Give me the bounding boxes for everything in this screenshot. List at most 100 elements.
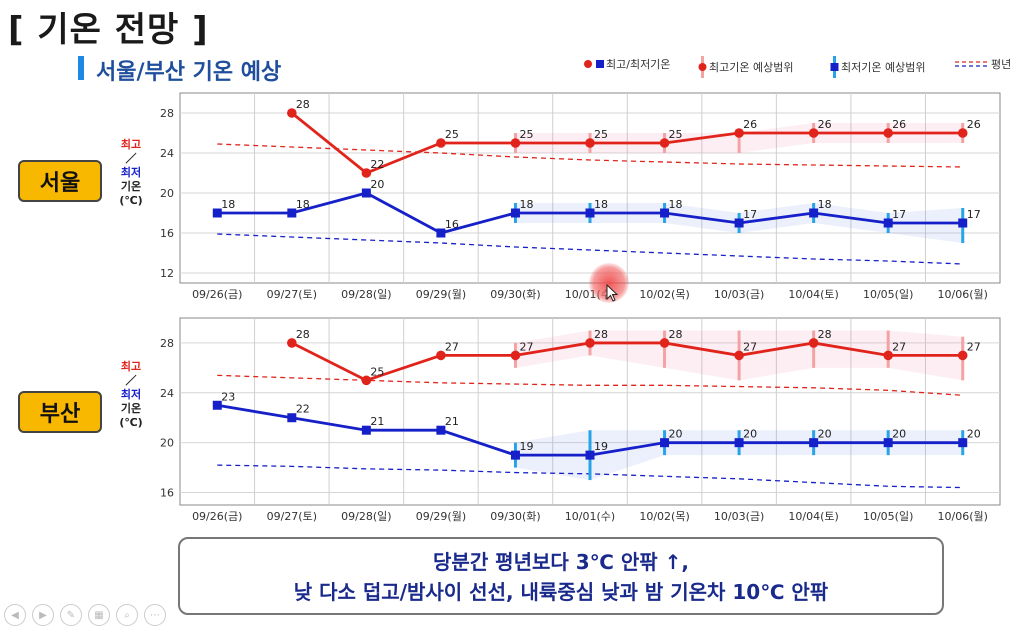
seoul-max-point	[659, 138, 670, 148]
busan-min-data-label: 21	[370, 415, 384, 428]
busan-x-tick-label: 10/06(월)	[938, 510, 988, 523]
seoul-min-point	[734, 218, 744, 228]
busan-y-tick-label: 20	[160, 437, 174, 450]
busan-max-point	[734, 350, 744, 361]
legend-max-range: 최고기온 예상범위	[697, 56, 793, 78]
busan-min-data-label: 20	[743, 428, 757, 441]
legend-maxmin-label: 최고/최저기온	[606, 58, 671, 71]
city-badge-seoul: 서울	[18, 160, 102, 202]
seoul-min-data-label: 18	[221, 198, 235, 211]
busan-min-data-label: 20	[818, 428, 832, 441]
busan-max-point	[361, 375, 372, 386]
seoul-min-data-label: 18	[669, 198, 683, 211]
seoul-max-point	[361, 168, 372, 178]
zoom-icon[interactable]: ⌕	[116, 604, 138, 626]
summary-line-1: 당분간 평년보다 3℃ 안팎 ↑,	[433, 550, 689, 574]
legend-maxmin: 최고/최저기온	[582, 56, 670, 72]
busan-max-point	[585, 338, 595, 348]
busan-max-data-label: 27	[519, 340, 533, 353]
busan-x-tick-label: 10/05(일)	[863, 509, 913, 523]
seoul-y-tick-label: 24	[160, 147, 174, 160]
seoul-min-point	[436, 228, 446, 238]
y-axis-label-busan: 최고 ／ 최저 기온 (℃)	[119, 360, 143, 429]
city-badge-busan: 부산	[18, 391, 102, 433]
more-options-icon[interactable]: ⋯	[144, 604, 166, 626]
seoul-min-point	[361, 188, 371, 198]
busan-x-tick-label: 09/27(토)	[267, 510, 317, 523]
legend-min-range: 최저기온 예상범위	[829, 56, 925, 78]
legend-min-range-label: 최저기온 예상범위	[841, 61, 926, 74]
seoul-min-data-label: 17	[743, 208, 757, 221]
seoul-x-tick-label: 10/02(목)	[639, 288, 689, 301]
seoul-y-tick-label: 12	[160, 267, 174, 280]
busan-min-point	[660, 438, 670, 448]
seoul-max-point	[287, 108, 297, 118]
busan-max-range-bar	[812, 330, 816, 368]
seoul-min-point	[883, 218, 893, 228]
legend-max-range-label: 최고기온 예상범위	[709, 61, 794, 74]
seoul-y-tick-label: 20	[160, 187, 174, 200]
busan-x-tick-label: 10/01(수)	[565, 510, 615, 523]
busan-max-data-label: 27	[743, 340, 757, 353]
busan-min-data-label: 20	[967, 428, 981, 441]
seoul-max-point	[883, 128, 893, 138]
busan-max-point	[659, 338, 670, 348]
seoul-min-data-label: 18	[818, 198, 832, 211]
seoul-normal-min-line	[217, 233, 963, 265]
seoul-max-data-label: 28	[296, 98, 310, 111]
maxmin-marker-icon	[584, 60, 604, 68]
busan-min-point	[212, 400, 222, 410]
seoul-max-data-label: 26	[743, 118, 757, 131]
busan-min-point	[436, 425, 446, 435]
seoul-min-point	[958, 218, 968, 228]
seoul-x-tick-label: 09/28(일)	[341, 287, 391, 301]
busan-max-point	[808, 338, 819, 348]
seoul-min-data-label: 16	[445, 218, 459, 231]
seoul-y-tick-label: 28	[160, 107, 174, 120]
busan-max-data-label: 28	[669, 328, 683, 341]
seoul-min-data-label: 20	[370, 178, 384, 191]
normal-dashed-icon	[955, 61, 989, 67]
seoul-min-data-label: 18	[296, 198, 310, 211]
slides-grid-icon[interactable]: ▦	[88, 604, 110, 626]
busan-y-tick-label: 24	[160, 387, 174, 400]
busan-normal-max-line	[217, 374, 963, 396]
seoul-x-tick-label: 09/30(화)	[490, 288, 540, 301]
legend-normal-label: 평년	[991, 58, 1012, 71]
busan-max-data-label: 27	[967, 340, 981, 353]
busan-min-point	[585, 450, 595, 460]
seoul-max-point	[585, 138, 595, 148]
seoul-max-range-bar	[737, 133, 741, 153]
pen-icon[interactable]: ✎	[60, 604, 82, 626]
busan-max-point	[287, 338, 297, 348]
busan-max-range-bar	[663, 330, 667, 368]
max-range-marker-icon	[698, 56, 707, 78]
busan-max-point	[957, 350, 968, 361]
busan-min-data-label: 19	[519, 440, 533, 453]
seoul-max-data-label: 26	[818, 118, 832, 131]
busan-max-data-label: 28	[594, 328, 608, 341]
seoul-max-point	[957, 128, 968, 138]
busan-min-data-label: 21	[445, 415, 459, 428]
seoul-x-tick-label: 10/03(금)	[714, 288, 764, 301]
seoul-min-data-label: 17	[892, 208, 906, 221]
busan-min-point	[958, 438, 968, 448]
next-slide-icon[interactable]: ▶	[32, 604, 54, 626]
busan-min-point	[883, 438, 893, 448]
busan-x-tick-label: 10/03(금)	[714, 510, 764, 523]
busan-y-tick-label: 28	[160, 337, 174, 350]
subtitle-accent-bar	[78, 56, 84, 80]
busan-x-tick-label: 09/28(일)	[341, 509, 391, 523]
busan-min-data-label: 19	[594, 440, 608, 453]
busan-min-data-label: 23	[221, 390, 235, 403]
seoul-min-data-label: 18	[594, 198, 608, 211]
seoul-max-point	[510, 138, 521, 148]
busan-min-data-label: 22	[296, 403, 310, 416]
seoul-x-tick-label: 10/05(일)	[863, 287, 913, 301]
seoul-max-data-label: 26	[967, 118, 981, 131]
legend-normal: 평년	[955, 56, 1011, 72]
previous-slide-icon[interactable]: ◀	[4, 604, 26, 626]
busan-min-data-label: 20	[892, 428, 906, 441]
seoul-plot-area	[179, 92, 1001, 284]
seoul-max-data-label: 25	[669, 128, 683, 141]
